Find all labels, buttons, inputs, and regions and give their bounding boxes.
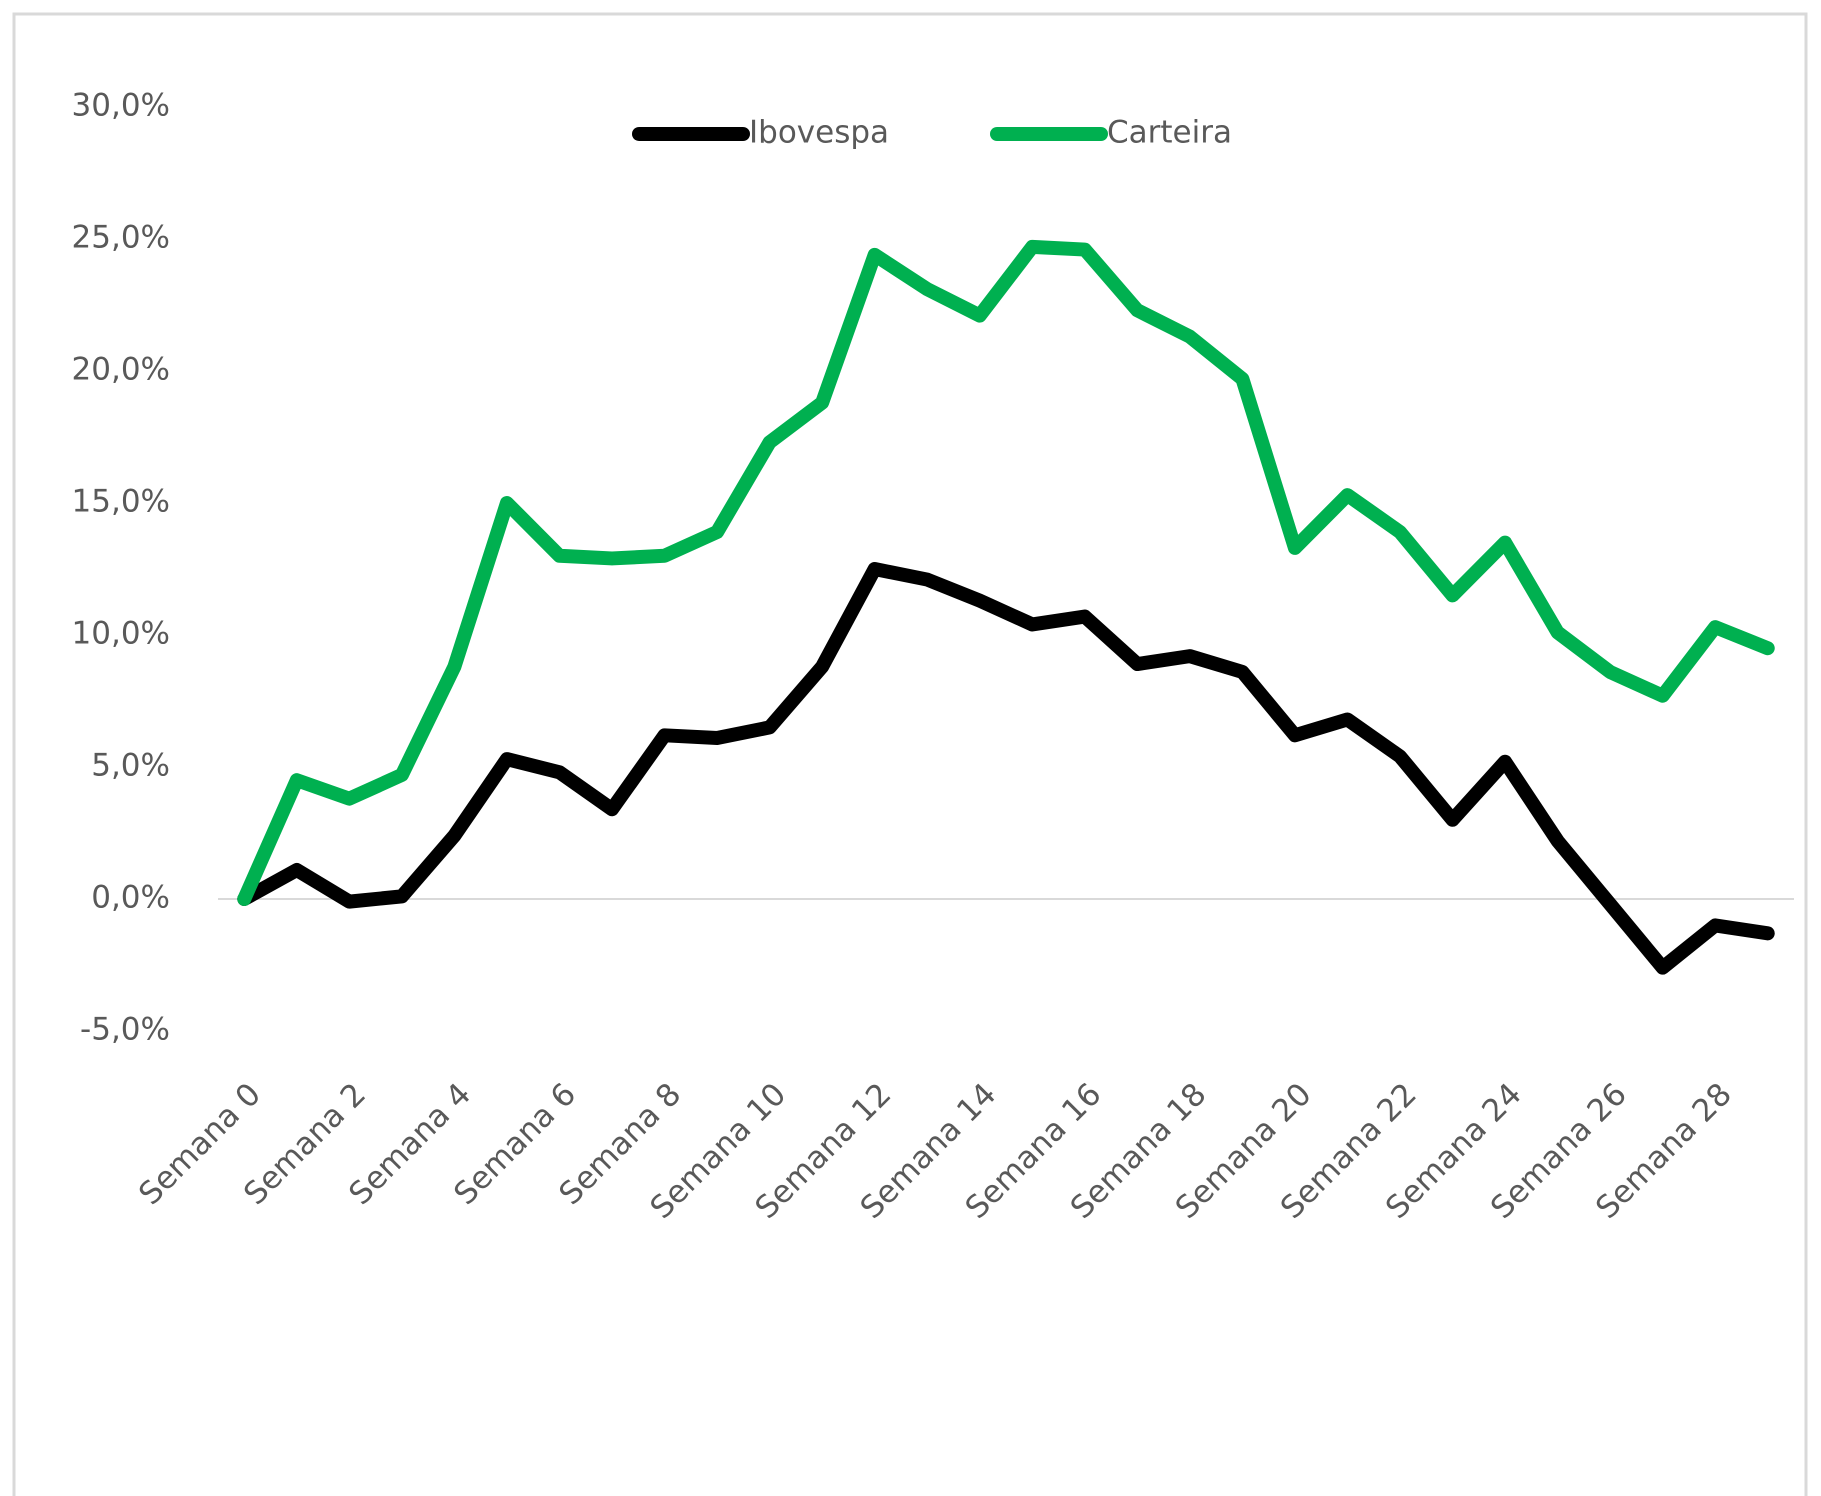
y-tick-label: 30,0% — [72, 88, 170, 124]
y-tick-label: 15,0% — [72, 484, 170, 520]
y-tick-label: 5,0% — [91, 748, 170, 784]
y-tick-label: -5,0% — [80, 1012, 170, 1048]
legend-label: Ibovespa — [749, 115, 889, 151]
chart-frame — [12, 12, 1808, 1496]
y-tick-label: 0,0% — [91, 880, 170, 916]
y-tick-label: 20,0% — [72, 352, 170, 388]
series-line — [237, 562, 1775, 975]
y-tick-label: 10,0% — [72, 616, 170, 652]
legend-label: Carteira — [1107, 115, 1232, 151]
series-line — [237, 239, 1775, 906]
y-tick-label: 25,0% — [72, 220, 170, 256]
